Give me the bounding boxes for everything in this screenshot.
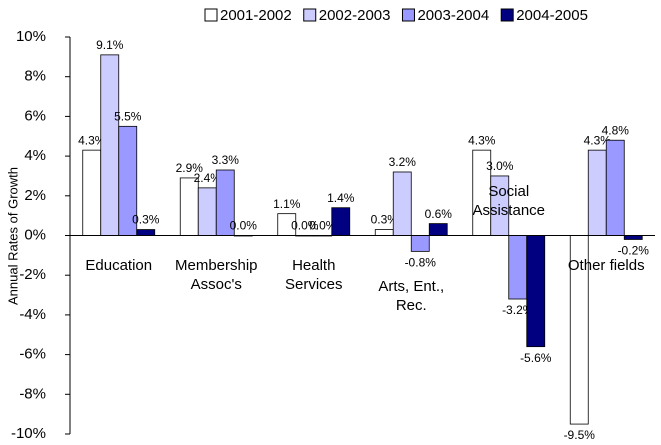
y-tick-label: 6%	[24, 107, 46, 124]
bar	[526, 235, 546, 348]
value-label: 0.3%	[132, 213, 160, 227]
y-tick-label: 2%	[24, 187, 46, 204]
value-label: 9.1%	[96, 38, 124, 52]
legend-swatch	[204, 8, 218, 22]
value-label: 1.4%	[327, 191, 355, 205]
value-label: 2.4%	[194, 171, 222, 185]
legend-label: 2002-2003	[319, 7, 391, 24]
y-tick-label: 10%	[16, 28, 46, 45]
x-tick-label: Arts, Ent., Rec.	[378, 278, 445, 314]
bar	[623, 235, 643, 240]
y-tick-label: 8%	[24, 68, 46, 85]
y-tick-label: -2%	[19, 266, 46, 283]
bar	[428, 223, 448, 236]
y-tick-label: -4%	[19, 306, 46, 323]
bar	[605, 139, 625, 236]
value-label: 4.3%	[584, 133, 612, 147]
value-label: -0.2%	[618, 244, 650, 258]
legend-swatch	[303, 8, 317, 22]
bar	[331, 207, 351, 236]
legend-label: 2003-2004	[417, 7, 489, 24]
value-label: 0.0%	[291, 219, 319, 233]
bar	[374, 229, 394, 236]
y-tick-label: -8%	[19, 385, 46, 402]
legend-swatch	[401, 8, 415, 22]
y-tick-label: 4%	[24, 147, 46, 164]
y-tick-label: -10%	[11, 425, 46, 442]
legend-label: 2001-2002	[220, 7, 292, 24]
value-label: 0.0%	[309, 219, 337, 233]
bar	[136, 229, 156, 236]
bar	[587, 149, 607, 236]
x-tick-label: Education	[85, 257, 153, 274]
value-label: -3.2%	[502, 303, 534, 317]
value-label: 0.6%	[425, 207, 453, 221]
value-label: 3.0%	[486, 159, 514, 173]
x-tick-label: Other fields	[567, 257, 645, 274]
bar	[392, 171, 412, 236]
value-label: -0.8%	[405, 256, 437, 270]
y-tick-label: 0%	[24, 226, 46, 243]
value-label: -9.5%	[564, 428, 596, 442]
value-label: 2.9%	[176, 161, 204, 175]
value-label: 1.1%	[273, 197, 301, 211]
y-tick-label: -6%	[19, 346, 46, 363]
value-label: 4.3%	[78, 133, 106, 147]
bar	[82, 149, 102, 236]
x-tick-label: Health Services	[284, 257, 343, 293]
bar	[179, 177, 199, 236]
value-label: 3.2%	[389, 155, 417, 169]
value-label: 4.3%	[468, 133, 496, 147]
value-label: 3.3%	[212, 153, 240, 167]
x-tick-label: Membership Assoc's	[174, 257, 258, 293]
bar	[100, 54, 120, 236]
legend-label: 2004-2005	[516, 7, 588, 24]
bar	[410, 235, 430, 252]
bar	[508, 235, 528, 300]
bar	[197, 187, 217, 236]
value-label: -5.6%	[520, 351, 552, 365]
value-label: 0.3%	[371, 213, 399, 227]
value-label: 5.5%	[114, 109, 142, 123]
value-label: 0.0%	[230, 219, 258, 233]
y-axis-title: Annual Rates of Growth	[5, 167, 20, 305]
x-tick-label: Social Assistance	[472, 183, 546, 219]
value-label: 4.8%	[602, 123, 630, 137]
legend-swatch	[500, 8, 514, 22]
